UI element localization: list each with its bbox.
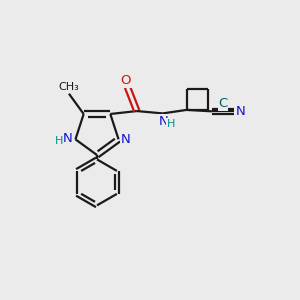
Text: H: H — [55, 136, 63, 146]
Text: N: N — [159, 115, 169, 128]
Text: N: N — [62, 132, 72, 145]
Text: N: N — [236, 105, 245, 118]
Text: C: C — [218, 97, 227, 110]
Text: O: O — [121, 74, 131, 87]
Text: H: H — [167, 119, 175, 129]
Text: CH₃: CH₃ — [58, 82, 79, 92]
Text: N: N — [121, 133, 131, 146]
